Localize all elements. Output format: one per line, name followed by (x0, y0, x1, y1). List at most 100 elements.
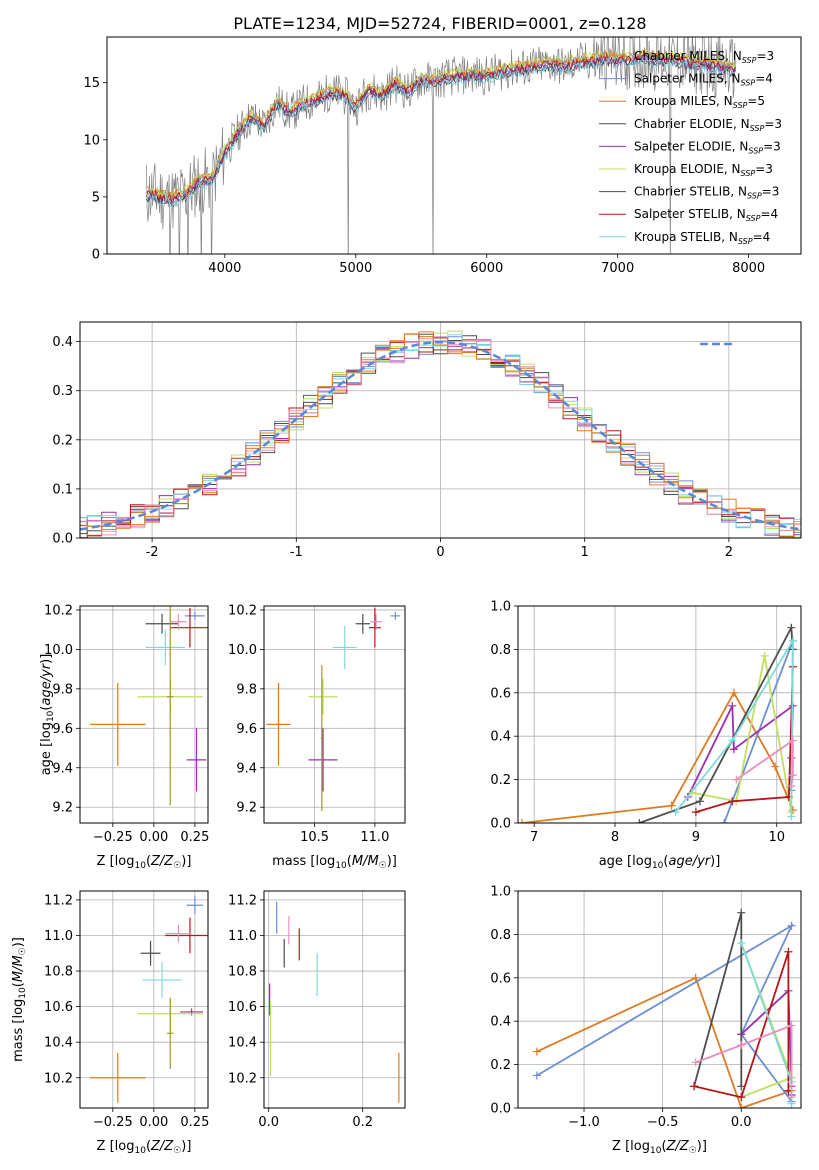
x-tick-label: 7 (530, 830, 538, 845)
y-tick-label: 11.0 (228, 929, 257, 944)
weight-line-8 (695, 1024, 793, 1098)
legend-label-base: Kroupa STELIB, N (634, 230, 738, 244)
legend-label-sub: SSP (738, 237, 753, 246)
y-tick-label: 10 (83, 133, 100, 148)
y-tick-label: 15 (83, 76, 100, 91)
x-tick-label: 4000 (208, 261, 241, 276)
weight-marker (729, 688, 738, 697)
weight-marker (737, 1041, 746, 1050)
y-tick-label: 1.0 (490, 600, 511, 615)
legend-label: Kroupa MILES, NSSP=5 (634, 94, 765, 110)
panel-residuals: -2 -1 0 1 2 0.0 0.1 0.2 0.3 0.4 (52, 321, 802, 560)
y-tick-label: 0.6 (490, 686, 511, 701)
x-tick-label: 9 (692, 830, 700, 845)
panel-z_weight: −1.0 −0.5 0.0 0.0 0.2 0.4 0.6 0.8 1.0 Z [log10(Z/… (490, 885, 802, 1156)
axis-label-part: ☉ (173, 861, 181, 871)
legend-label-tail: =3 (763, 139, 781, 153)
plot-area (532, 908, 796, 1108)
axis-label-part: age [log (599, 854, 652, 869)
y-tick-label: 11.0 (44, 929, 73, 944)
x-tick-label: 0.0 (258, 1115, 279, 1130)
axis-label: Z [log10(Z/Z☉)] (97, 1139, 192, 1156)
x-tick-label: -1 (290, 545, 303, 560)
weight-marker (691, 1058, 700, 1067)
legend-label: Chabrier MILES, NSSP=3 (634, 49, 774, 65)
legend-label-tail: =4 (760, 207, 778, 221)
weight-marker (728, 736, 737, 745)
axis-label-part: ( (663, 854, 668, 869)
y-tick-label: 0.2 (490, 773, 511, 788)
legend-label-sub: SSP (733, 101, 748, 110)
x-tick-label: −0.25 (93, 1115, 133, 1130)
weight-marker (771, 762, 780, 771)
weight-marker (737, 1104, 746, 1108)
panel-spectrum: 4000 5000 6000 7000 8000 0 5 10 15 Chabrier MILES… (83, 36, 802, 276)
legend-label: Kroupa ELODIE, NSSP=3 (634, 162, 773, 178)
plot-area (266, 607, 401, 812)
y-tick-label: 5 (92, 190, 100, 205)
plot-area (269, 901, 400, 1103)
legend-label-base: Kroupa MILES, N (634, 94, 733, 108)
weight-line-6 (693, 951, 790, 1099)
axis-label: Z [log10(Z/Z☉)] (97, 854, 192, 871)
plot-area (89, 896, 208, 1103)
y-tick-label: 9.8 (236, 682, 257, 697)
gaussian-curve (80, 340, 801, 531)
weight-marker (737, 1093, 746, 1102)
y-tick-label: 0.0 (52, 532, 73, 547)
axis-label-part: ( (347, 854, 352, 869)
weight-marker (788, 771, 797, 780)
axis-label-part: Z [log (97, 1139, 135, 1154)
legend-label: Chabrier ELODIE, NSSP=3 (634, 117, 782, 133)
weight-marker (695, 797, 704, 806)
y-tick-label: 9.8 (52, 682, 73, 697)
panel-z_age: −0.25 0.00 0.25 9.2 9.4 9.6 9.8 10.0 10.2 age [lo… (39, 603, 209, 871)
weight-marker (788, 636, 797, 645)
x-tick-label: 11.0 (360, 830, 389, 845)
y-tick-label: 11.2 (228, 893, 257, 908)
x-tick-label: 2 (725, 545, 733, 560)
x-tick-label: 0.2 (352, 1115, 373, 1130)
legend-label: Chabrier STELIB, NSSP=3 (634, 185, 779, 201)
axis-label-part: mass [log (272, 854, 335, 869)
weight-marker (720, 819, 729, 823)
weight-line-8 (735, 738, 794, 787)
axes-frame (517, 605, 802, 824)
y-tick-label: 10.4 (228, 1036, 257, 1051)
axis-label-part: Z/Z (150, 1139, 174, 1154)
weight-line-2 (536, 923, 794, 1103)
axes-frame (79, 605, 209, 824)
weight-marker (760, 651, 769, 660)
axis-label-part: Z [log (612, 1139, 650, 1154)
x-tick-label: 0 (436, 545, 444, 560)
y-tick-label: 9.6 (236, 722, 257, 737)
x-tick-label: 10.5 (300, 830, 329, 845)
legend-label-sub: SSP (742, 56, 757, 65)
axis-label-part: age/yr (668, 854, 711, 869)
weight-marker (784, 947, 793, 956)
axes-frame (263, 605, 406, 824)
weight-marker (729, 745, 738, 754)
weight-marker (690, 1082, 699, 1091)
axis-label-part: ( (146, 854, 151, 869)
figure-title: PLATE=1234, MJD=52724, FIBERID=0001, z=0… (233, 14, 646, 33)
y-tick-label: 9.6 (52, 722, 73, 737)
y-tick-label: 10.0 (228, 643, 257, 658)
legend-label-sub: SSP (741, 169, 756, 178)
legend-label-tail: =3 (762, 185, 780, 199)
model-spectrum-9 (145, 57, 736, 210)
legend-label-base: Chabrier STELIB, N (634, 185, 747, 199)
weight-marker (518, 819, 527, 823)
axis-label: age [log10(age/yr)] (599, 854, 721, 871)
y-tick-label: 0.2 (490, 1058, 511, 1073)
legend-label-base: Salpeter STELIB, N (634, 207, 746, 221)
y-tick-label: 0.8 (490, 928, 511, 943)
x-tick-label: 1 (581, 545, 589, 560)
legend-label-base: Chabrier MILES, N (634, 49, 742, 63)
weight-marker (728, 701, 737, 710)
weight-marker (635, 819, 644, 823)
axis-label: Z [log10(Z/Z☉)] (612, 1139, 707, 1156)
